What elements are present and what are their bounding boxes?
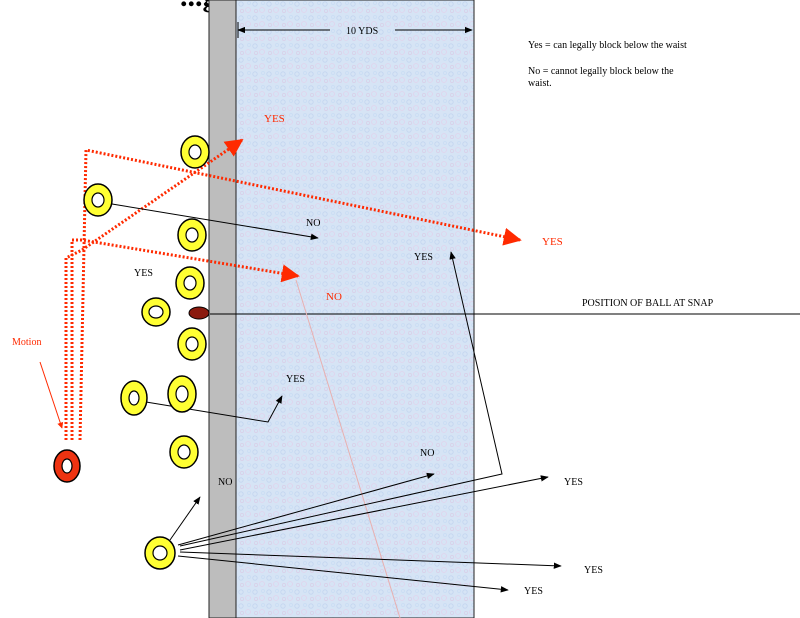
arrow-yes-low2 xyxy=(179,551,562,569)
scrimmage-wall xyxy=(208,0,237,618)
motion-player-hole xyxy=(61,458,73,474)
red-no: NO xyxy=(326,291,342,303)
motion-path-a xyxy=(78,148,522,441)
black-no-top: NO xyxy=(306,218,320,229)
motion-path-c xyxy=(64,138,244,440)
arrow-yes-col xyxy=(179,251,503,547)
legend-no-line1: No = cannot legally block below the xyxy=(528,66,674,77)
black-yes-low2: YES xyxy=(584,565,603,576)
yds-label: 10 YDS xyxy=(346,26,378,37)
black-yes-low1: YES xyxy=(564,477,583,488)
arrow-no-lower xyxy=(177,472,435,546)
motion-path-b xyxy=(70,238,300,440)
legend-yes: Yes = can legally block below the waist xyxy=(528,40,687,51)
black-yes-left: YES xyxy=(134,268,153,279)
arrow-yes-low1 xyxy=(179,475,549,551)
black-no-left: NO xyxy=(218,477,232,488)
black-yes-mid: YES xyxy=(286,374,305,385)
black-yes-right-col: YES xyxy=(414,252,433,263)
motion-arrow xyxy=(39,361,64,429)
black-no-lower: NO xyxy=(420,448,434,459)
red-yes-top: YES xyxy=(264,113,285,125)
faint-diagonal xyxy=(295,279,401,618)
arrow-yes-low3 xyxy=(177,555,509,593)
offensive-players xyxy=(83,135,210,570)
legend-no-line2: waist. xyxy=(528,78,552,89)
snap-label: POSITION OF BALL AT SNAP xyxy=(582,298,714,309)
player-holes xyxy=(91,144,202,561)
football xyxy=(188,306,210,320)
arrow-no-top xyxy=(111,203,319,240)
black-yes-low3: YES xyxy=(524,586,543,597)
motion-label: Motion xyxy=(12,337,41,348)
red-yes-right: YES xyxy=(542,236,563,248)
arrow-no-left xyxy=(169,496,201,541)
